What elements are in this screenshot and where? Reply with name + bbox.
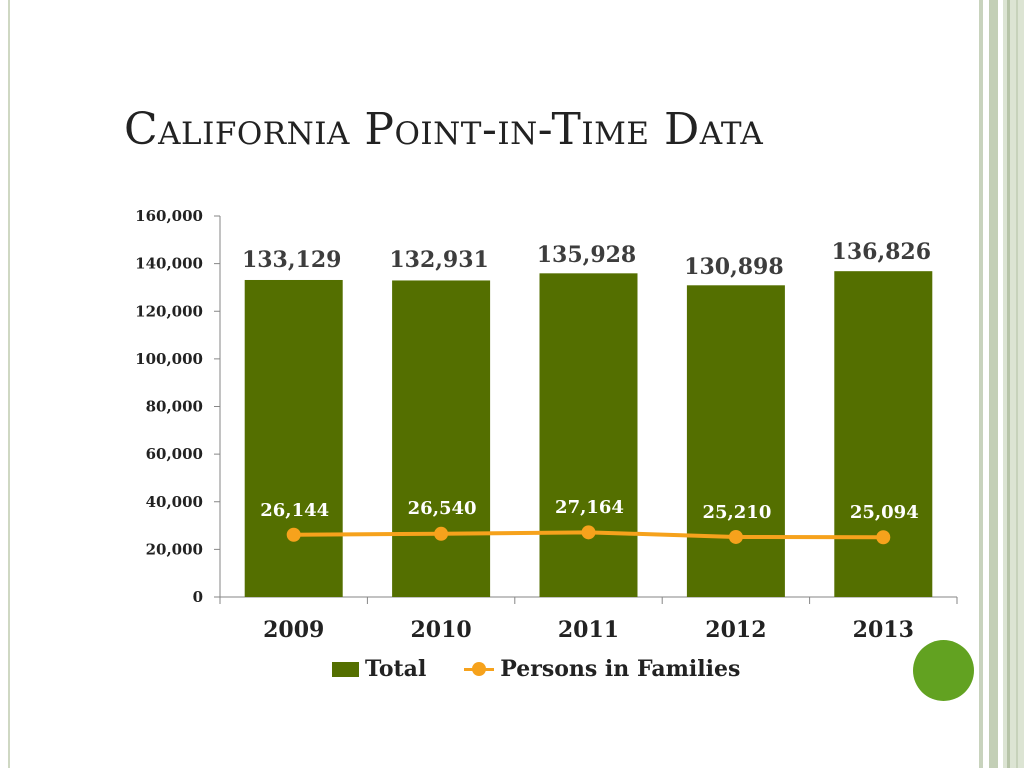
data-label-total: 133,129 — [242, 247, 342, 273]
bar-total — [392, 280, 491, 597]
x-tick-label: 2010 — [410, 617, 471, 643]
x-tick-label: 2011 — [558, 617, 619, 643]
x-tick-label: 2009 — [263, 617, 324, 643]
point-persons-in-families — [434, 526, 449, 541]
y-tick-label: 140,000 — [135, 255, 203, 273]
point-persons-in-families — [286, 527, 301, 542]
data-label-total: 136,826 — [832, 239, 932, 265]
bar-total — [244, 279, 343, 597]
left-border-rule — [8, 0, 10, 768]
bar-total — [686, 285, 785, 597]
right-decorative-band — [976, 0, 1024, 768]
data-label-persons-in-families: 26,144 — [260, 500, 329, 521]
slide-title: California Point-in-Time Data — [124, 104, 764, 155]
data-label-persons-in-families: 25,210 — [702, 502, 771, 523]
legend-label-total: Total — [365, 656, 427, 682]
bar-total — [834, 271, 933, 597]
data-label-persons-in-families: 25,094 — [850, 502, 919, 523]
legend-item-families: Persons in Families — [464, 656, 740, 682]
y-tick-label: 120,000 — [135, 302, 203, 320]
x-tick-label: 2013 — [853, 617, 914, 643]
y-tick-label: 40,000 — [146, 493, 203, 511]
y-tick-label: 160,000 — [135, 207, 203, 225]
chart-legend: Total Persons in Families — [332, 656, 740, 682]
bar-total — [539, 273, 638, 597]
point-persons-in-families — [581, 525, 596, 540]
legend-swatch-total — [332, 661, 359, 677]
x-tick-label: 2012 — [705, 617, 766, 643]
y-tick-label: 100,000 — [135, 350, 203, 368]
y-tick-label: 60,000 — [146, 445, 203, 463]
point-persons-in-families — [876, 530, 891, 545]
data-label-total: 135,928 — [537, 242, 637, 268]
y-tick-label: 80,000 — [146, 398, 203, 416]
legend-swatch-families — [464, 661, 495, 677]
data-label-total: 132,931 — [389, 247, 489, 273]
data-label-persons-in-families: 27,164 — [555, 497, 624, 518]
data-label-persons-in-families: 26,540 — [408, 498, 477, 519]
legend-label-families: Persons in Families — [500, 656, 741, 682]
point-persons-in-families — [728, 529, 743, 544]
legend-item-total: Total — [332, 656, 426, 682]
y-tick-label: 0 — [193, 588, 203, 606]
decorative-green-dot — [913, 640, 974, 701]
data-label-total: 130,898 — [684, 254, 784, 280]
y-tick-label: 20,000 — [146, 540, 203, 558]
